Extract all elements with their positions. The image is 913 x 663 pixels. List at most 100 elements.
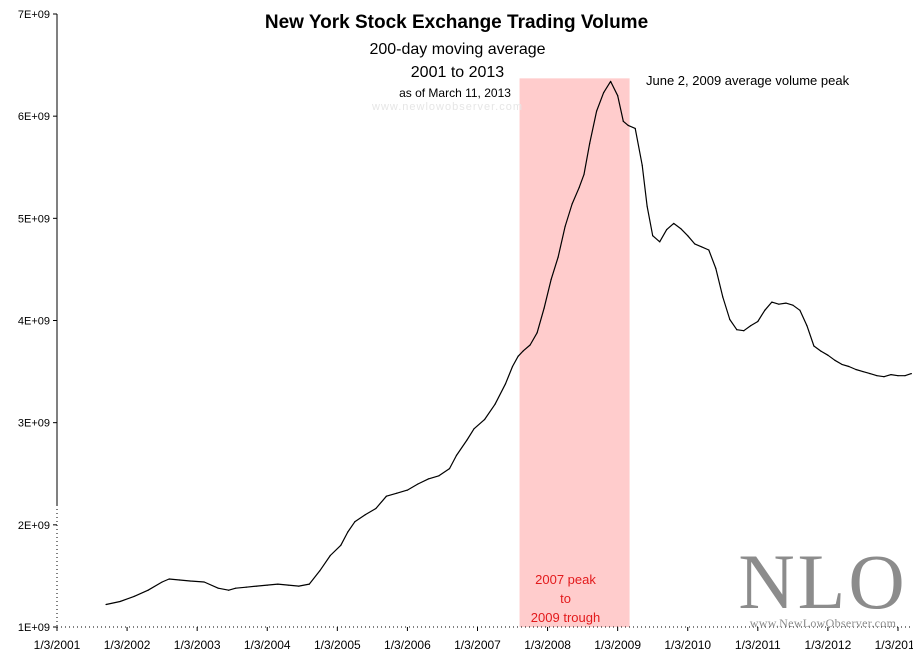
data-point: [634, 127, 636, 130]
data-point: [529, 344, 531, 346]
shaded-region: [519, 78, 630, 628]
data-point: [189, 580, 191, 582]
chart-subtitle-2: 2001 to 2013: [410, 64, 505, 81]
data-point: [715, 267, 717, 269]
data-point: [617, 95, 619, 97]
band-label-line-2: to: [560, 591, 571, 606]
data-point: [659, 241, 661, 243]
series-line: [105, 80, 912, 606]
data-point: [652, 235, 654, 237]
data-point: [792, 304, 794, 306]
data-point: [473, 428, 475, 430]
data-point: [298, 585, 300, 587]
data-point: [610, 80, 612, 83]
shaded-region-label: 2007 peak to 2009 trough: [519, 570, 612, 627]
data-point: [666, 228, 668, 231]
data-point: [589, 143, 591, 145]
data-point: [890, 374, 892, 376]
data-point: [701, 246, 703, 248]
data-point: [578, 187, 580, 189]
data-point: [179, 579, 181, 581]
data-point: [364, 514, 366, 516]
as-of-date: as of March 11, 2013: [399, 86, 511, 100]
x-tick-label: 1/3/2002: [104, 638, 151, 652]
y-tick-label: 3E+09: [18, 418, 50, 430]
data-point: [583, 173, 585, 176]
data-point: [385, 495, 387, 497]
data-point: [862, 370, 864, 373]
y-tick-label: 6E+09: [18, 111, 50, 123]
y-tick-label: 2E+09: [18, 520, 50, 532]
data-point: [910, 373, 912, 375]
nlo-logo: NLO www.NewLowObserver.com: [738, 538, 908, 631]
data-point: [105, 603, 107, 606]
y-tick-label: 5E+09: [18, 213, 50, 225]
data-point: [641, 164, 643, 166]
chart-title: New York Stock Exchange Trading Volume: [264, 12, 649, 33]
data-point: [646, 205, 648, 207]
data-point: [904, 375, 906, 377]
data-point: [406, 489, 409, 491]
data-point: [133, 595, 135, 597]
data-point: [256, 585, 258, 587]
data-point: [622, 120, 624, 122]
x-tick-label: 1/3/2012: [805, 638, 852, 652]
data-point: [708, 249, 710, 251]
data-point: [266, 584, 268, 586]
y-tick-label: 1E+09: [18, 622, 50, 634]
data-point: [834, 359, 836, 361]
y-tick-label: 4E+09: [18, 316, 50, 328]
data-point: [757, 320, 759, 323]
data-point: [217, 587, 219, 589]
data-point: [455, 454, 458, 456]
data-point: [438, 475, 440, 477]
data-point: [504, 383, 507, 385]
x-axis-ticks: 1/3/2001 1/3/2002 1/3/2003 1/3/2004 1/3/2005…: [34, 627, 913, 652]
data-point: [883, 376, 885, 378]
data-point: [743, 330, 745, 332]
data-point: [375, 507, 377, 510]
y-tick-label: 7E+09: [18, 9, 50, 21]
data-point: [287, 584, 289, 586]
data-point: [813, 345, 815, 347]
x-tick-label: 1/3/2004: [244, 638, 291, 652]
x-tick-label: 1/3/2005: [314, 638, 361, 652]
band-label-line-3: 2009 trough: [530, 610, 601, 625]
data-point: [680, 227, 682, 230]
x-tick-label: 1/3/2008: [524, 638, 571, 652]
data-point: [277, 583, 279, 585]
logo-text: NLO: [738, 538, 908, 625]
x-tick-label: 1/3/2003: [174, 638, 221, 652]
data-point: [448, 468, 451, 470]
data-point: [494, 403, 496, 405]
data-point: [694, 243, 696, 245]
data-point: [571, 203, 573, 205]
data-point: [596, 110, 598, 112]
data-point: [778, 303, 780, 305]
watermark-url: www.newlowobserver.com: [372, 101, 523, 113]
data-point: [228, 589, 230, 591]
data-point: [396, 492, 398, 494]
shaded-region-rect: [519, 78, 630, 628]
band-label-line-1: 2007 peak: [535, 572, 596, 587]
data-point: [785, 302, 787, 304]
data-point: [203, 581, 205, 583]
annotation-peak: June 2, 2009 average volume peak: [646, 73, 850, 88]
data-point: [427, 478, 430, 480]
data-point: [673, 222, 675, 225]
data-point: [869, 373, 871, 375]
chart-subtitle-1: 200-day moving average: [369, 41, 546, 58]
x-tick-label: 1/3/2006: [384, 638, 431, 652]
data-point: [827, 354, 829, 356]
data-point: [722, 296, 724, 298]
data-point: [161, 581, 163, 583]
data-point: [564, 225, 566, 228]
series-group: [105, 80, 912, 606]
x-tick-label: 1/3/2009: [594, 638, 641, 652]
data-point: [799, 309, 801, 311]
data-point: [147, 589, 149, 591]
x-tick-label: 1/3/2007: [454, 638, 501, 652]
data-point: [522, 350, 524, 352]
data-point: [119, 600, 121, 603]
data-point: [729, 318, 731, 321]
